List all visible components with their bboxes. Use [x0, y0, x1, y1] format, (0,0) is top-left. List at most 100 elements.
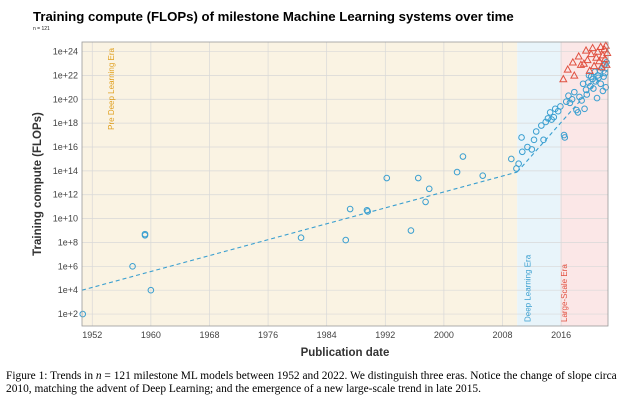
data-point-triangle: [563, 65, 572, 73]
x-tick-label: 1968: [199, 330, 219, 340]
y-tick-label: 1e+14: [53, 166, 78, 176]
data-point: [364, 208, 372, 215]
x-tick-label: 2000: [434, 330, 454, 340]
x-tick-label: 2016: [551, 330, 571, 340]
data-point: [550, 113, 558, 121]
data-point: [578, 97, 585, 104]
data-point: [79, 310, 87, 318]
caption-n-variable: n: [95, 370, 102, 382]
x-axis-title: Publication date: [301, 347, 390, 359]
data-point-triangle: [585, 66, 594, 74]
era-label-3: Large-Scale Era: [560, 264, 569, 322]
chart: 1e+2 1e+4 1e+6 1e+8 1e+10 1e+12 1e+14 1e+16 1e+1…: [32, 41, 612, 359]
data-point: [528, 146, 536, 153]
data-point-triangle: [592, 53, 601, 61]
data-point: [597, 80, 604, 88]
era-band-2: [517, 42, 561, 326]
data-point: [583, 91, 591, 98]
data-point: [582, 86, 590, 94]
y-tick-label: 1e+6: [58, 261, 78, 271]
y-tick-label: 1e+4: [58, 285, 78, 295]
y-tick-label: 1e+2: [58, 309, 78, 319]
data-point: [542, 118, 550, 126]
data-point: [566, 99, 574, 107]
data-point: [507, 155, 515, 163]
y-tick-label: 1e+8: [58, 237, 78, 247]
data-point: [532, 128, 540, 135]
x-tick-label: 1976: [258, 330, 278, 340]
grid-layer: [82, 42, 608, 326]
data-point: [568, 95, 576, 103]
y-tick-label: 1e+18: [53, 118, 78, 128]
data-point-triangle: [568, 57, 578, 66]
points-layer: [79, 41, 612, 318]
data-point-triangle: [603, 48, 612, 56]
x-tick-label: 1984: [317, 330, 337, 340]
data-point: [363, 206, 371, 214]
data-point: [346, 205, 354, 213]
y-tick-label: 1e+12: [53, 190, 78, 200]
y-axis-title: Training compute (FLOPs): [32, 112, 44, 256]
y-tick-label: 1e+20: [53, 94, 78, 104]
data-point: [414, 174, 422, 182]
data-point: [561, 134, 569, 141]
caption-prefix: Figure 1: Trends in: [6, 370, 96, 382]
data-point-triangle: [594, 56, 604, 65]
data-point: [538, 122, 545, 129]
x-tick-label: 1952: [82, 330, 102, 340]
plot-frame: [81, 41, 609, 327]
data-point: [576, 93, 583, 101]
data-point-triangle: [576, 60, 586, 68]
data-point-triangle: [559, 74, 568, 83]
data-point: [515, 160, 522, 168]
data-point-triangle: [600, 44, 609, 53]
data-point: [574, 109, 582, 116]
y-tick-label: 1e+24: [53, 47, 78, 57]
data-point: [584, 79, 592, 86]
data-point: [546, 109, 554, 116]
data-point: [407, 227, 415, 234]
data-point-triangle: [586, 49, 596, 58]
data-point-triangle: [596, 42, 605, 50]
x-tick-label: 2008: [492, 330, 512, 340]
data-point: [590, 85, 597, 92]
figure-caption: Figure 1: Trends in n = 121 milestone ML…: [6, 370, 636, 396]
y-tick-label: 1e+16: [53, 142, 78, 152]
x-tick-label: 1992: [375, 330, 395, 340]
data-point: [518, 134, 525, 141]
data-point-triangle: [589, 61, 599, 70]
data-point: [600, 73, 607, 80]
data-point: [479, 172, 487, 179]
data-point: [565, 92, 572, 99]
data-point: [562, 98, 570, 105]
data-point: [571, 88, 578, 96]
data-point: [425, 185, 433, 193]
y-tick-label: 1e+10: [53, 214, 78, 224]
data-point: [297, 234, 305, 241]
data-point: [141, 232, 149, 239]
data-point-triangle: [570, 70, 579, 79]
data-point: [602, 84, 610, 91]
data-point: [129, 263, 136, 270]
era-label-1: Pre Deep Learning Era: [107, 47, 116, 129]
x-tick-label: 1960: [141, 330, 161, 340]
data-point: [530, 136, 538, 144]
data-point: [342, 236, 350, 244]
trend-line: [81, 171, 518, 291]
data-point-triangle: [588, 43, 597, 52]
ticks-layer: 1e+2 1e+4 1e+6 1e+8 1e+10 1e+12 1e+14 1e+16 1e+1…: [53, 47, 571, 340]
chart-subtitle: n = 121: [33, 26, 50, 32]
data-point: [581, 105, 588, 113]
era-band-1: [82, 42, 518, 326]
data-point: [459, 153, 467, 160]
data-point: [603, 58, 610, 66]
data-point: [383, 174, 391, 182]
era-label-2: Deep Learning Era: [523, 254, 532, 322]
data-point-triangle: [601, 41, 611, 49]
data-point: [453, 168, 461, 176]
data-point: [557, 103, 564, 110]
data-point-triangle: [600, 54, 610, 62]
data-point-triangle: [583, 55, 592, 64]
data-point-triangle: [593, 47, 602, 55]
data-point: [540, 136, 547, 144]
